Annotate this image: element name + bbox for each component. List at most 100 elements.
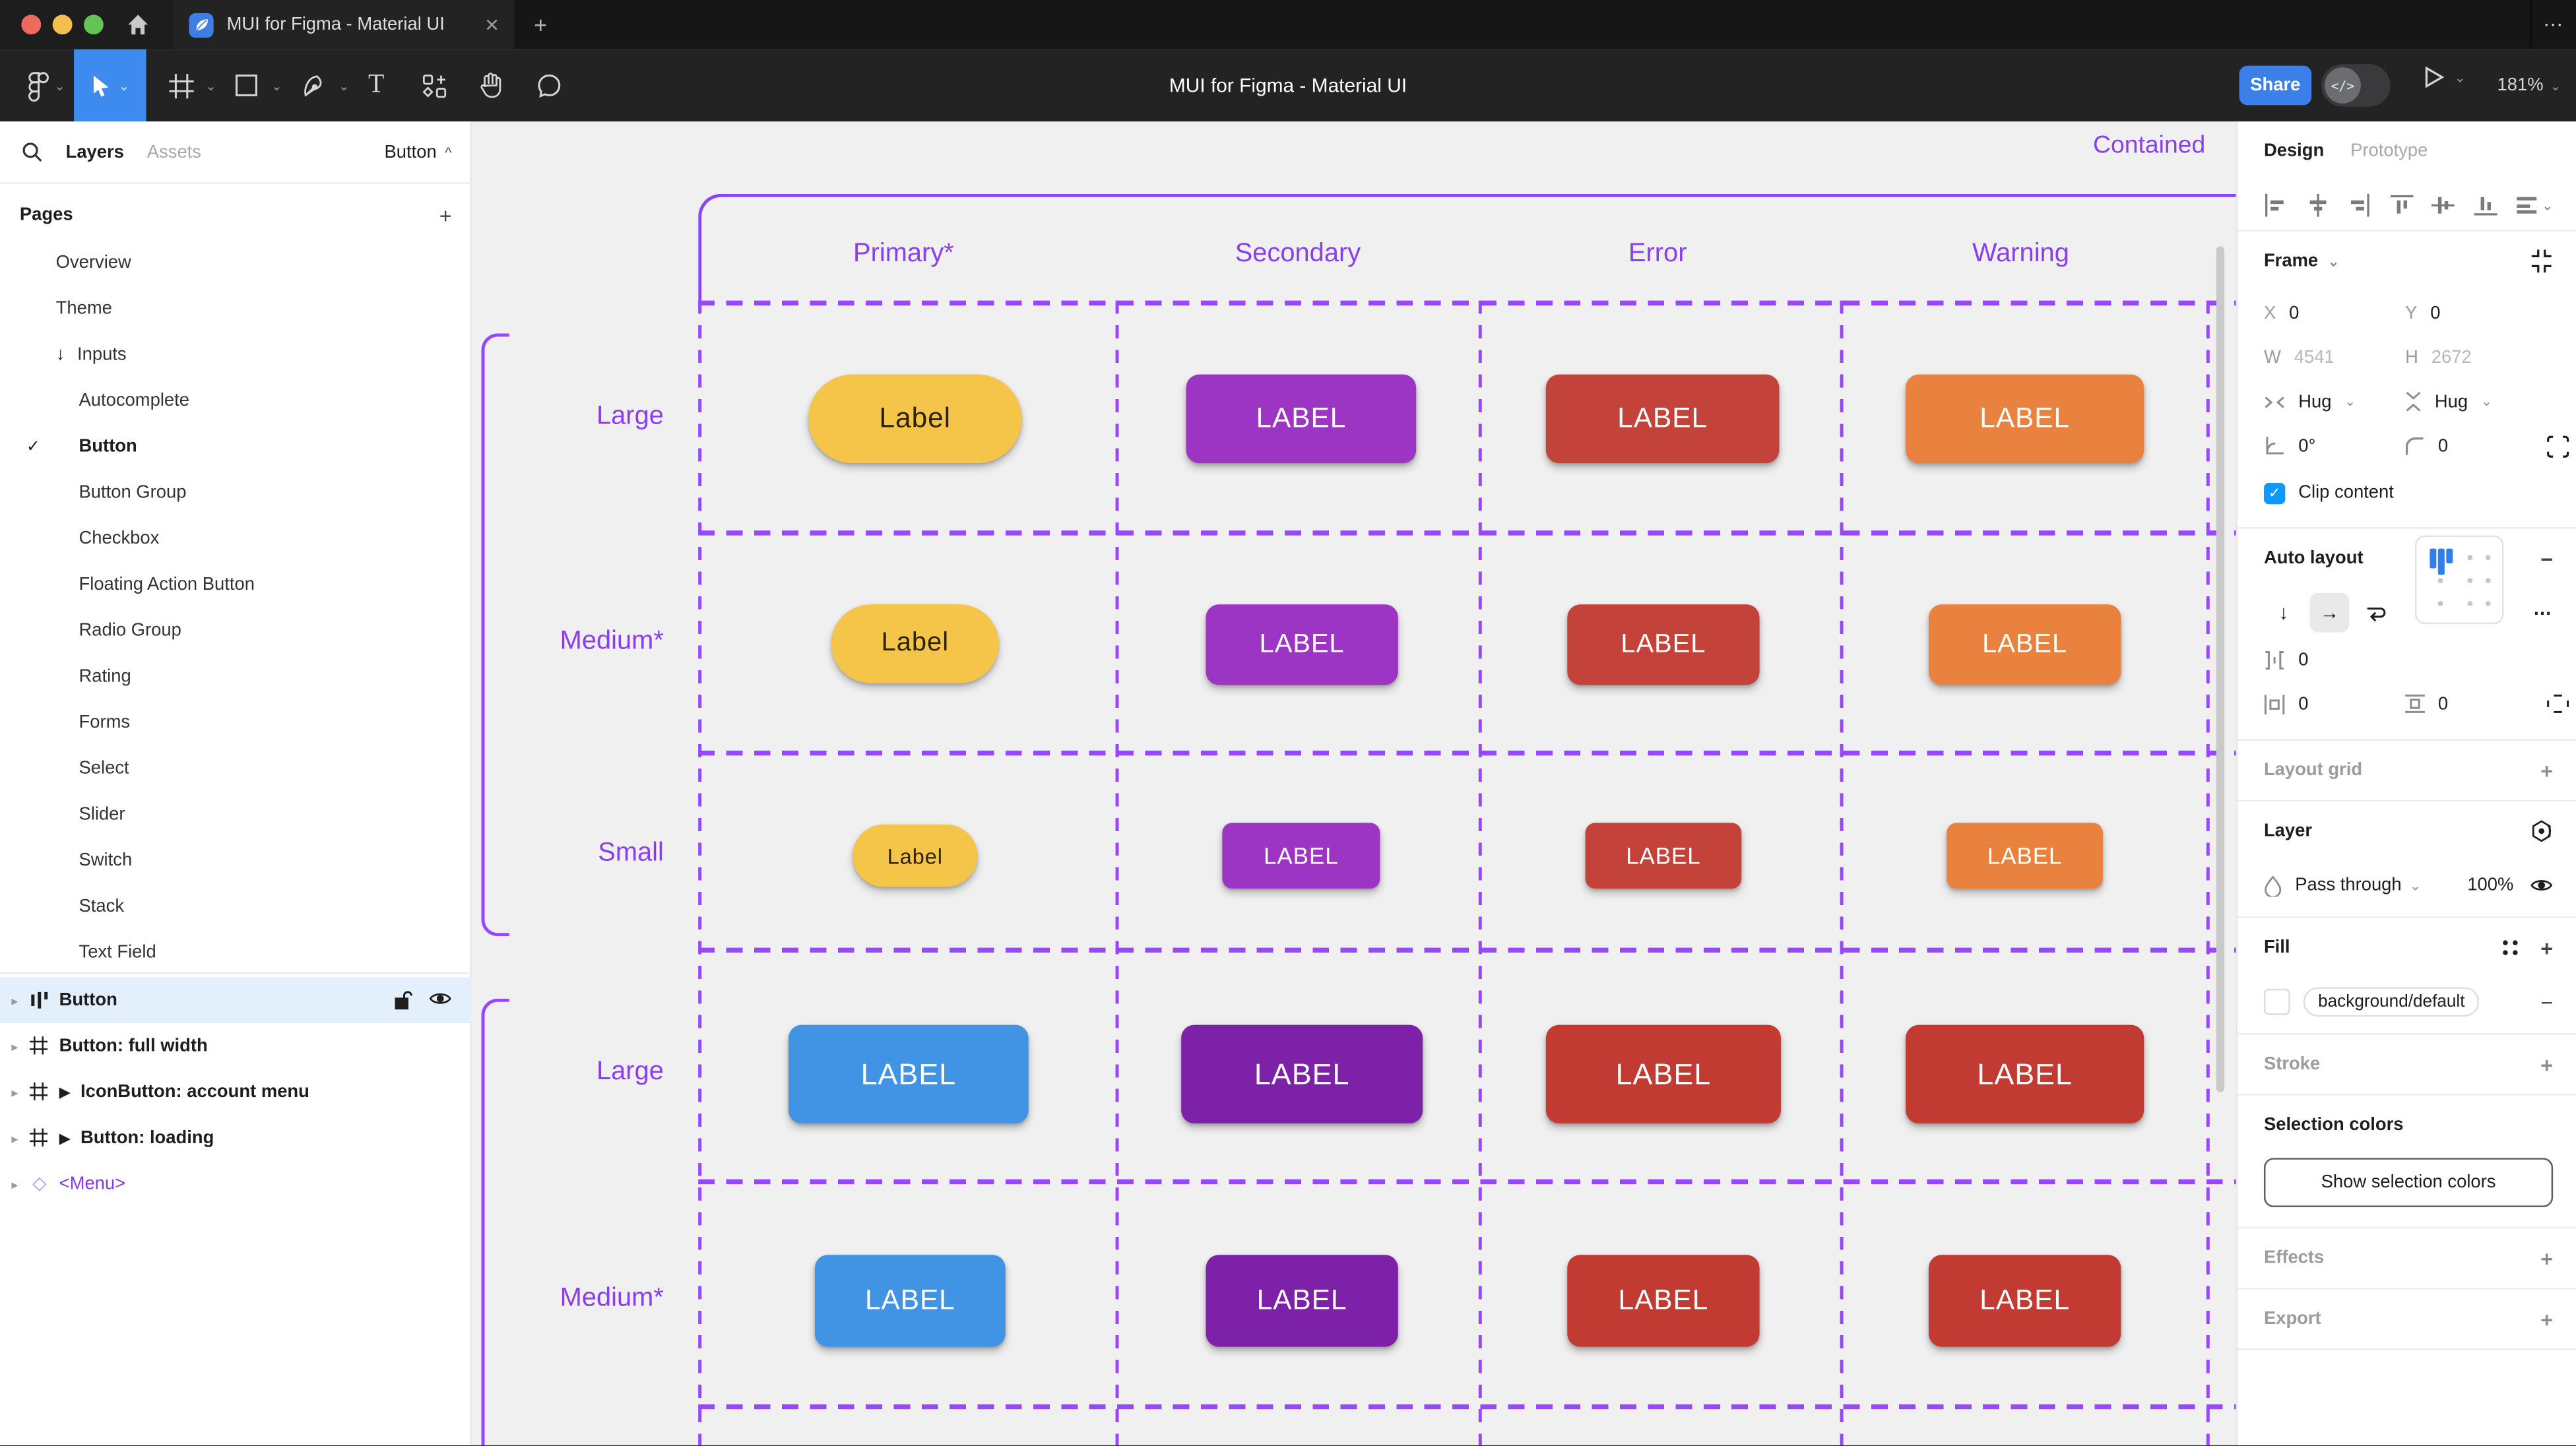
chevron-down-icon[interactable]: ⌄ xyxy=(2328,253,2339,269)
layer-row-button-loading[interactable]: ▸ ▶ Button: loading xyxy=(11,1128,214,1148)
align-left-icon[interactable] xyxy=(2264,193,2287,217)
independent-padding-icon[interactable] xyxy=(2546,693,2569,714)
tab-prototype[interactable]: Prototype xyxy=(2350,141,2428,162)
add-stroke-icon[interactable]: + xyxy=(2540,1052,2554,1077)
unlock-icon[interactable] xyxy=(395,990,412,1010)
window-minimize-button[interactable] xyxy=(52,15,73,35)
window-close-button[interactable] xyxy=(21,15,42,35)
width-field[interactable]: W 4541 xyxy=(2263,347,2334,367)
file-tab[interactable]: MUI for Figma - Material UI ✕ xyxy=(172,0,515,49)
shape-tool-icon[interactable] xyxy=(224,49,270,122)
pen-tool-chevron-icon[interactable]: ⌄ xyxy=(338,79,350,94)
frame-tool-chevron-icon[interactable]: ⌄ xyxy=(205,79,216,94)
visibility-eye-icon[interactable] xyxy=(429,990,452,1007)
canvas-button[interactable]: LABEL xyxy=(1929,604,2121,685)
align-right-icon[interactable] xyxy=(2348,193,2371,217)
expand-chevron-icon[interactable]: ▸ xyxy=(11,993,18,1008)
page-item-radio-group[interactable]: Radio Group xyxy=(79,621,181,641)
search-icon[interactable] xyxy=(21,141,42,162)
present-play-icon[interactable] xyxy=(2423,66,2445,89)
window-zoom-button[interactable] xyxy=(83,15,104,35)
home-icon[interactable] xyxy=(125,11,151,38)
auto-layout-alignment-widget[interactable] xyxy=(2415,535,2504,625)
add-layout-grid-icon[interactable]: + xyxy=(2540,758,2554,783)
canvas-button[interactable]: LABEL xyxy=(1947,823,2103,889)
comment-tool-icon[interactable] xyxy=(526,49,572,122)
canvas-button[interactable]: LABEL xyxy=(814,1255,1006,1347)
canvas-button[interactable]: LABEL xyxy=(1545,374,1780,464)
canvas-button[interactable]: LABEL xyxy=(1585,823,1742,889)
canvas-button[interactable]: LABEL xyxy=(789,1024,1029,1124)
clip-content-checkbox[interactable]: ✓ xyxy=(2263,482,2286,504)
add-export-icon[interactable]: + xyxy=(2540,1306,2554,1331)
zoom-menu[interactable]: 181% ⌄ xyxy=(2497,66,2561,106)
page-item-select[interactable]: Select xyxy=(79,759,129,779)
vertical-sizing-dropdown[interactable]: Hug ⌄ xyxy=(2405,391,2546,412)
layer-row-iconbutton-account-menu[interactable]: ▸ ▶ IconButton: account menu xyxy=(11,1082,309,1102)
canvas-button[interactable]: LABEL xyxy=(1206,1255,1398,1347)
shape-tool-chevron-icon[interactable]: ⌄ xyxy=(271,79,282,94)
tab-assets[interactable]: Assets xyxy=(146,142,202,162)
page-item-button-group[interactable]: Button Group xyxy=(79,483,187,503)
page-item-button[interactable]: ✓ Button xyxy=(26,437,137,457)
page-item-fab[interactable]: Floating Action Button xyxy=(79,575,255,595)
show-selection-colors-button[interactable]: Show selection colors xyxy=(2263,1158,2554,1208)
add-fill-icon[interactable]: + xyxy=(2540,935,2554,960)
layer-opacity-value[interactable]: 100% xyxy=(2467,875,2514,895)
page-item-overview[interactable]: Overview xyxy=(55,253,131,273)
expand-chevron-icon[interactable]: ▸ xyxy=(11,1176,18,1192)
canvas-button[interactable]: Label xyxy=(831,604,999,683)
canvas-button[interactable]: LABEL xyxy=(1906,374,2144,464)
canvas-button[interactable]: Label xyxy=(808,374,1022,464)
height-field[interactable]: H 2672 xyxy=(2405,347,2472,367)
canvas-button[interactable]: LABEL xyxy=(1186,374,1417,464)
canvas-button[interactable]: LABEL xyxy=(1906,1024,2144,1124)
align-top-icon[interactable] xyxy=(2389,194,2413,217)
tab-design[interactable]: Design xyxy=(2263,141,2325,162)
corner-radius-field[interactable]: 0 xyxy=(2405,436,2546,456)
move-tool-button[interactable]: ⌄ xyxy=(74,49,146,122)
horizontal-padding-field[interactable]: 0 xyxy=(2264,693,2405,714)
page-item-theme[interactable]: Theme xyxy=(55,299,112,319)
add-page-icon[interactable]: + xyxy=(439,203,452,228)
dev-mode-toggle[interactable]: </> xyxy=(2321,64,2391,107)
layer-visibility-eye-icon[interactable] xyxy=(2530,877,2553,894)
expand-chevron-icon[interactable]: ▸ xyxy=(11,1131,18,1146)
canvas-button[interactable]: Label xyxy=(853,824,978,887)
page-item-inputs[interactable]: ↓ Inputs xyxy=(55,344,127,365)
canvas-scrollbar[interactable] xyxy=(2216,246,2225,1092)
canvas-button[interactable]: LABEL xyxy=(1181,1024,1423,1124)
text-tool-icon[interactable]: T xyxy=(368,71,385,99)
horizontal-sizing-dropdown[interactable]: Hug ⌄ xyxy=(2264,392,2405,412)
blend-mode-dropdown[interactable]: Pass through ⌄ xyxy=(2295,875,2421,895)
page-item-stack[interactable]: Stack xyxy=(79,896,125,917)
layer-row-button-full-width[interactable]: ▸ Button: full width xyxy=(11,1036,208,1056)
vertical-padding-field[interactable]: 0 xyxy=(2405,693,2546,714)
align-bottom-icon[interactable] xyxy=(2473,194,2497,217)
layer-row-button[interactable]: ▸ Button xyxy=(0,977,472,1024)
canvas-button[interactable]: LABEL xyxy=(1545,1024,1781,1124)
distribute-menu[interactable]: ⌄ xyxy=(2516,195,2553,215)
expand-chevron-icon[interactable]: ▸ xyxy=(11,1038,18,1054)
expand-chevron-icon[interactable]: ▸ xyxy=(11,1084,18,1100)
align-horizontal-center-icon[interactable] xyxy=(2306,193,2329,217)
canvas-button[interactable]: LABEL xyxy=(1222,823,1380,889)
canvas-button[interactable]: LABEL xyxy=(1567,604,1760,685)
layer-row-menu-instance[interactable]: ▸ ◇ <Menu> xyxy=(11,1174,126,1195)
fill-token-chip[interactable]: background/default xyxy=(2303,987,2480,1017)
new-tab-icon[interactable]: + xyxy=(534,11,548,38)
direction-wrap-icon[interactable] xyxy=(2356,593,2395,633)
page-item-rating[interactable]: Rating xyxy=(79,666,131,687)
canvas-button[interactable]: LABEL xyxy=(1929,1255,2121,1347)
hand-tool-icon[interactable] xyxy=(468,49,515,122)
page-selector[interactable]: Button ^ xyxy=(384,142,451,162)
move-tool-chevron-icon[interactable]: ⌄ xyxy=(118,78,130,93)
page-item-forms[interactable]: Forms xyxy=(79,712,131,733)
canvas[interactable]: Contained Primary* Secondary Error Warni… xyxy=(471,121,2236,1446)
blend-mode-icon[interactable] xyxy=(2530,819,2553,842)
tab-close-icon[interactable]: ✕ xyxy=(484,15,499,36)
page-item-text-field[interactable]: Text Field xyxy=(79,943,156,963)
frame-header-label[interactable]: Frame xyxy=(2263,251,2319,271)
